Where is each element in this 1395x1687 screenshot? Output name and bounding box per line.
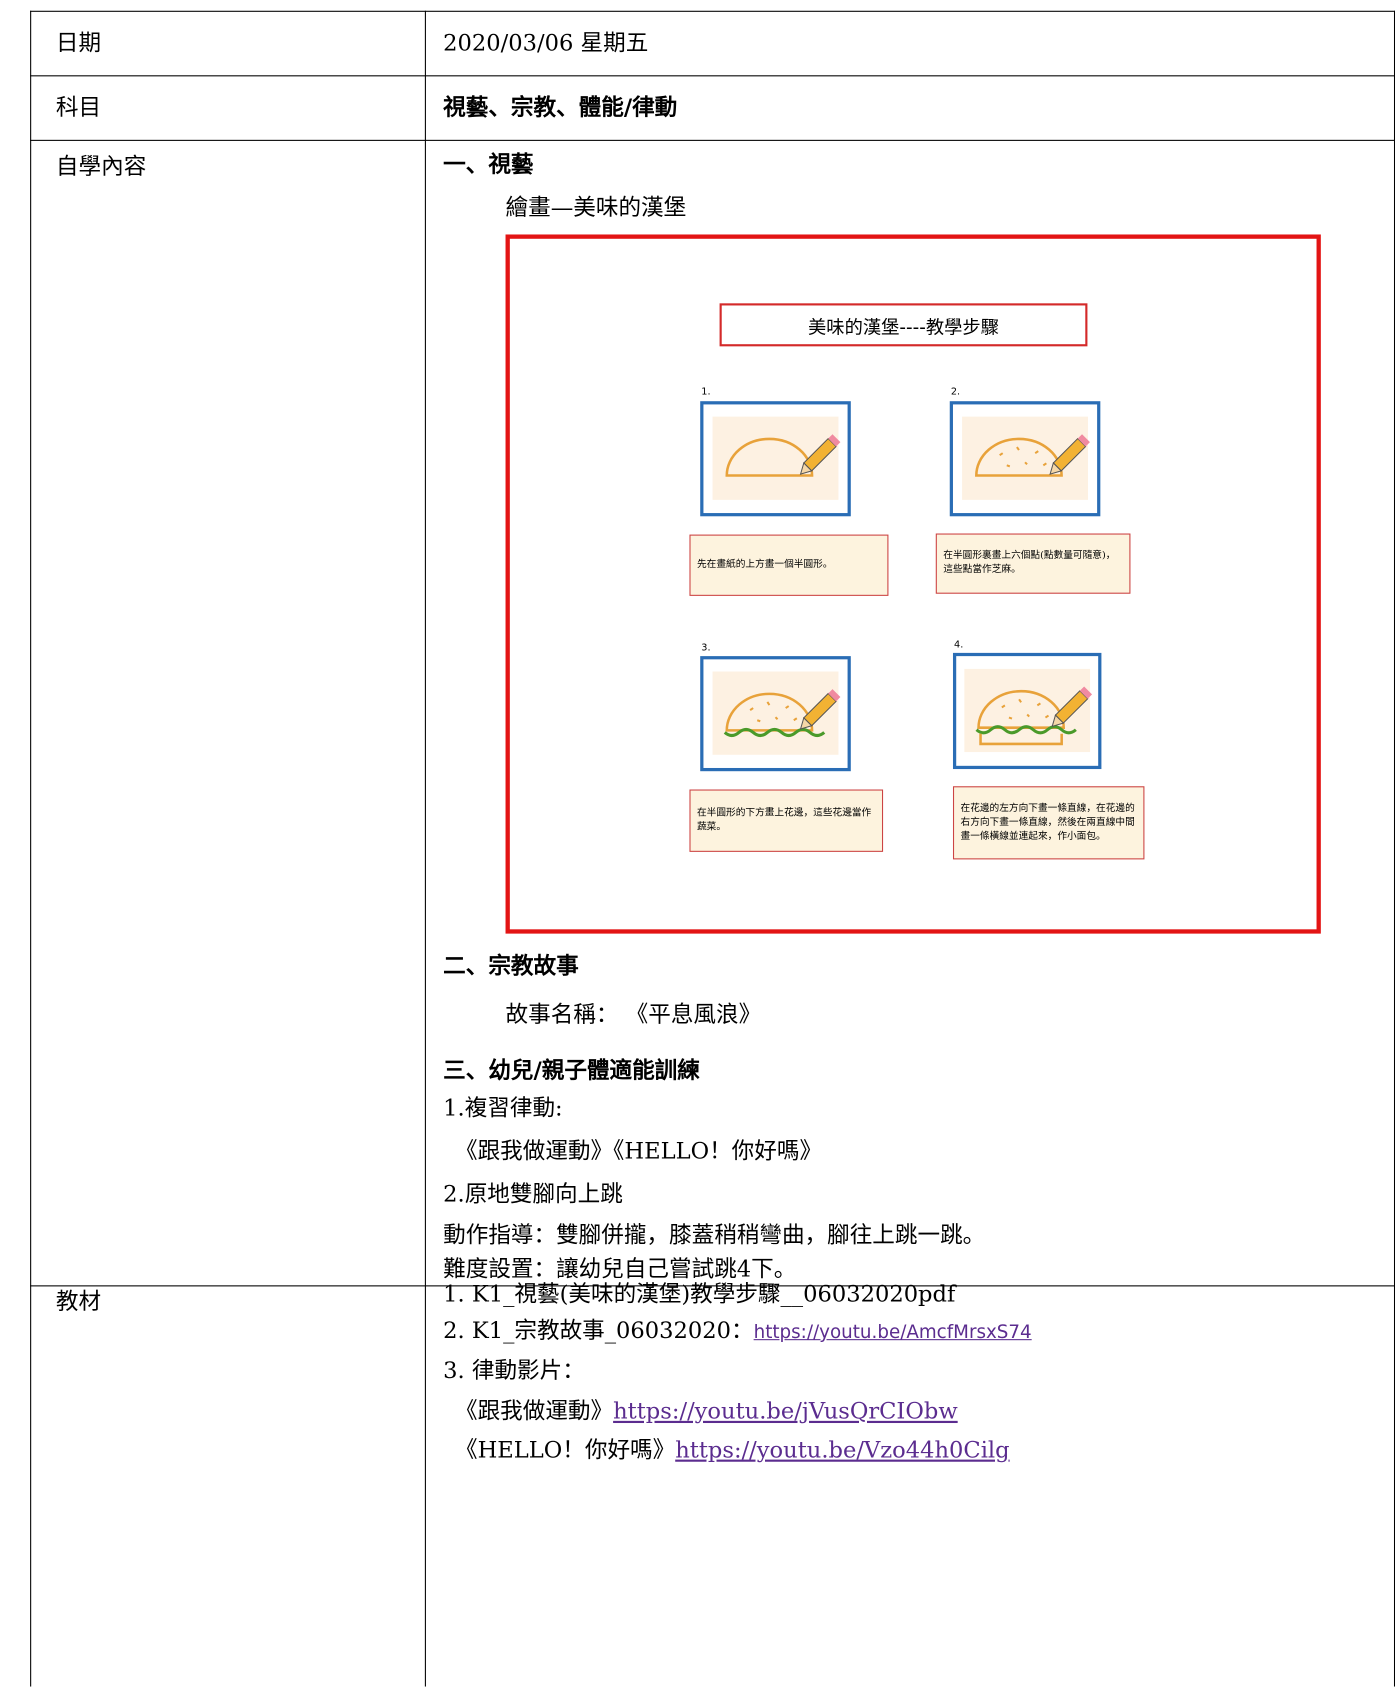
table-line xyxy=(30,139,1395,141)
link[interactable]: https://youtu.be/jVusQrCIObw xyxy=(613,1398,958,1425)
step-drawing xyxy=(700,401,851,517)
link[interactable]: https://youtu.be/AmcfMrsxS74 xyxy=(753,1321,1032,1344)
row-label: 科目 xyxy=(55,94,102,121)
step-number: 4. xyxy=(954,639,964,651)
step-number: 1. xyxy=(701,387,711,398)
line-text: 2. K1_宗教故事_06032020： xyxy=(443,1317,754,1344)
content-line: 3. 律動影片： xyxy=(443,1357,585,1384)
figure: 美味的漢堡----教學步驟 1. 先在畫紙的上方畫一個半圓形。 2. 在半圓形裏… xyxy=(505,234,1321,934)
table-line xyxy=(30,10,1395,12)
row-label: 日期 xyxy=(55,30,102,56)
step-drawing xyxy=(949,401,1101,517)
content-line: 《跟我做運動》《HELLO！你好嗎》 xyxy=(454,1137,823,1164)
step-caption: 在花邊的左方向下畫一條直線，在花邊的右方向下畫一條直線，然後在兩直線中間畫一條橫… xyxy=(952,786,1145,860)
step-caption: 先在畫紙的上方畫一個半圓形。 xyxy=(689,534,889,596)
table-line xyxy=(424,10,426,1687)
line-text: 《跟我做運動》 xyxy=(454,1398,614,1425)
section-heading: 三、幼兒/親子體適能訓練 xyxy=(443,1056,700,1084)
content-line: 《HELLO！你好嗎》https://youtu.be/Vzo44h0Cilg xyxy=(455,1435,1010,1465)
content-line: 繪畫—美味的漢堡 xyxy=(505,194,687,221)
row-value: 視藝、宗教、體能/律動 xyxy=(443,93,678,121)
section-heading: 一、視藝 xyxy=(443,150,534,178)
content-line: 2.原地雙腳向上跳 xyxy=(443,1181,623,1207)
row-value: 2020/03/06 星期五 xyxy=(443,30,649,56)
section-heading: 二、宗教故事 xyxy=(443,951,579,979)
step-number: 2. xyxy=(950,387,961,398)
content-line: 《跟我做運動》https://youtu.be/jVusQrCIObw xyxy=(455,1396,958,1426)
line-text: 《HELLO！你好嗎》 xyxy=(454,1437,676,1463)
link[interactable]: https://youtu.be/Vzo44h0Cilg xyxy=(675,1437,1010,1463)
step-number: 3. xyxy=(701,643,711,654)
step-caption: 在半圓形的下方畫上花邊，這些花邊當作蔬菜。 xyxy=(689,789,884,852)
figure-title: 美味的漢堡----教學步驟 xyxy=(719,303,1088,347)
content-line: 1.複習律動: xyxy=(443,1094,563,1121)
content-line: 難度設置：讓幼兒自己嘗試跳4下。 xyxy=(443,1256,797,1283)
content-line: 1. K1_視藝(美味的漢堡)教學步驟__06032020pdf xyxy=(443,1281,956,1307)
step-caption: 在半圓形裏畫上六個點(點數量可隨意)，這些點當作芝麻。 xyxy=(935,533,1131,594)
table-line xyxy=(30,10,32,1687)
step-drawing xyxy=(700,656,851,772)
table-line xyxy=(30,1285,1395,1287)
row-label: 自學內容 xyxy=(55,153,147,180)
content-line: 2. K1_宗教故事_06032020：https://youtu.be/Amc… xyxy=(443,1315,1032,1347)
step-drawing xyxy=(952,652,1102,770)
row-label: 教材 xyxy=(55,1288,102,1315)
content-line: 故事名稱： 《平息風浪》 xyxy=(505,1001,762,1028)
content-line: 動作指導：雙腳併攏，膝蓋稍稍彎曲，腳往上跳一跳。 xyxy=(443,1221,986,1248)
table-line xyxy=(30,75,1395,77)
table-line xyxy=(1393,10,1395,1687)
